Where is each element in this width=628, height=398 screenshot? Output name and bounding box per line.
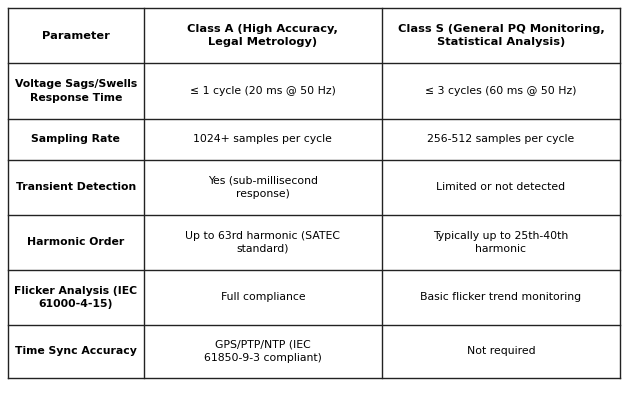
Text: Basic flicker trend monitoring: Basic flicker trend monitoring <box>420 293 582 302</box>
Text: Limited or not detected: Limited or not detected <box>436 182 566 192</box>
Text: Yes (sub-millisecond
response): Yes (sub-millisecond response) <box>208 176 318 199</box>
Text: 256-512 samples per cycle: 256-512 samples per cycle <box>427 135 575 144</box>
Text: GPS/PTP/NTP (IEC
61850-9-3 compliant): GPS/PTP/NTP (IEC 61850-9-3 compliant) <box>204 340 322 363</box>
Text: Time Sync Accuracy: Time Sync Accuracy <box>15 346 137 357</box>
Text: Transient Detection: Transient Detection <box>16 182 136 192</box>
Text: ≤ 3 cycles (60 ms @ 50 Hz): ≤ 3 cycles (60 ms @ 50 Hz) <box>425 86 577 96</box>
Text: Sampling Rate: Sampling Rate <box>31 135 121 144</box>
Text: 1024+ samples per cycle: 1024+ samples per cycle <box>193 135 332 144</box>
Text: Typically up to 25th-40th
harmonic: Typically up to 25th-40th harmonic <box>433 231 568 254</box>
Text: Flicker Analysis (IEC
61000-4-15): Flicker Analysis (IEC 61000-4-15) <box>14 286 138 309</box>
Text: ≤ 1 cycle (20 ms @ 50 Hz): ≤ 1 cycle (20 ms @ 50 Hz) <box>190 86 336 96</box>
Text: Parameter: Parameter <box>42 31 110 41</box>
Text: Class A (High Accuracy,
Legal Metrology): Class A (High Accuracy, Legal Metrology) <box>188 24 338 47</box>
Text: Up to 63rd harmonic (SATEC
standard): Up to 63rd harmonic (SATEC standard) <box>185 231 340 254</box>
Text: Not required: Not required <box>467 346 535 357</box>
Text: Harmonic Order: Harmonic Order <box>27 237 124 247</box>
Text: Full compliance: Full compliance <box>220 293 305 302</box>
Text: Voltage Sags/Swells
Response Time: Voltage Sags/Swells Response Time <box>15 80 137 103</box>
Text: Class S (General PQ Monitoring,
Statistical Analysis): Class S (General PQ Monitoring, Statisti… <box>398 24 604 47</box>
